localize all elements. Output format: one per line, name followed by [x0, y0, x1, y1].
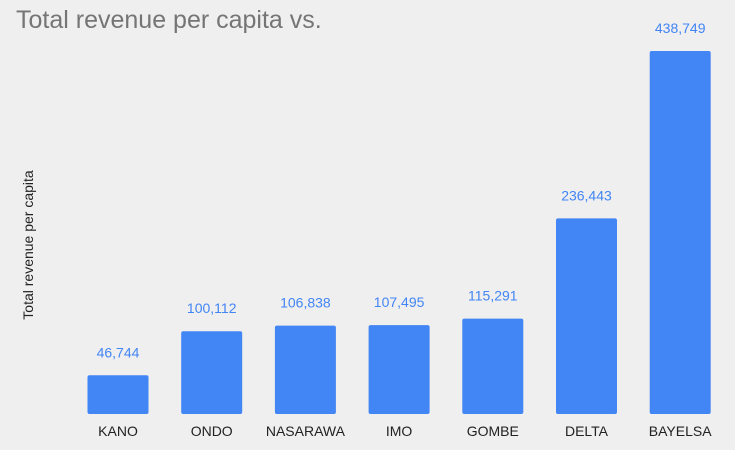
bar-nasarawa[interactable]: [274, 325, 336, 414]
x-tick-label: GOMBE: [467, 423, 519, 439]
x-tick-label: IMO: [386, 423, 413, 439]
bar-value-label: 107,495: [374, 294, 425, 310]
x-tick-label: KANO: [98, 423, 138, 439]
bar-kano[interactable]: [87, 375, 149, 414]
bar-value-label: 438,749: [655, 20, 706, 36]
bar-value-label: 115,291: [468, 288, 518, 304]
bar-delta[interactable]: [556, 218, 617, 414]
chart-title: Total revenue per capita vs.: [16, 6, 322, 34]
bar-value-label: 106,838: [280, 295, 331, 311]
x-tick-label: DELTA: [565, 423, 609, 439]
bar-ondo[interactable]: [181, 331, 243, 414]
bar-value-label: 46,744: [97, 344, 140, 360]
x-tick-label: BAYELSA: [649, 423, 712, 439]
bar-gombe[interactable]: [462, 318, 524, 414]
x-tick-label: ONDO: [191, 423, 233, 439]
bar-imo[interactable]: [368, 325, 430, 414]
x-tick-label: NASARAWA: [266, 423, 346, 439]
bar-bayelsa[interactable]: [649, 51, 711, 414]
bar-value-label: 100,112: [187, 300, 237, 316]
bar-value-label: 236,443: [561, 187, 612, 203]
